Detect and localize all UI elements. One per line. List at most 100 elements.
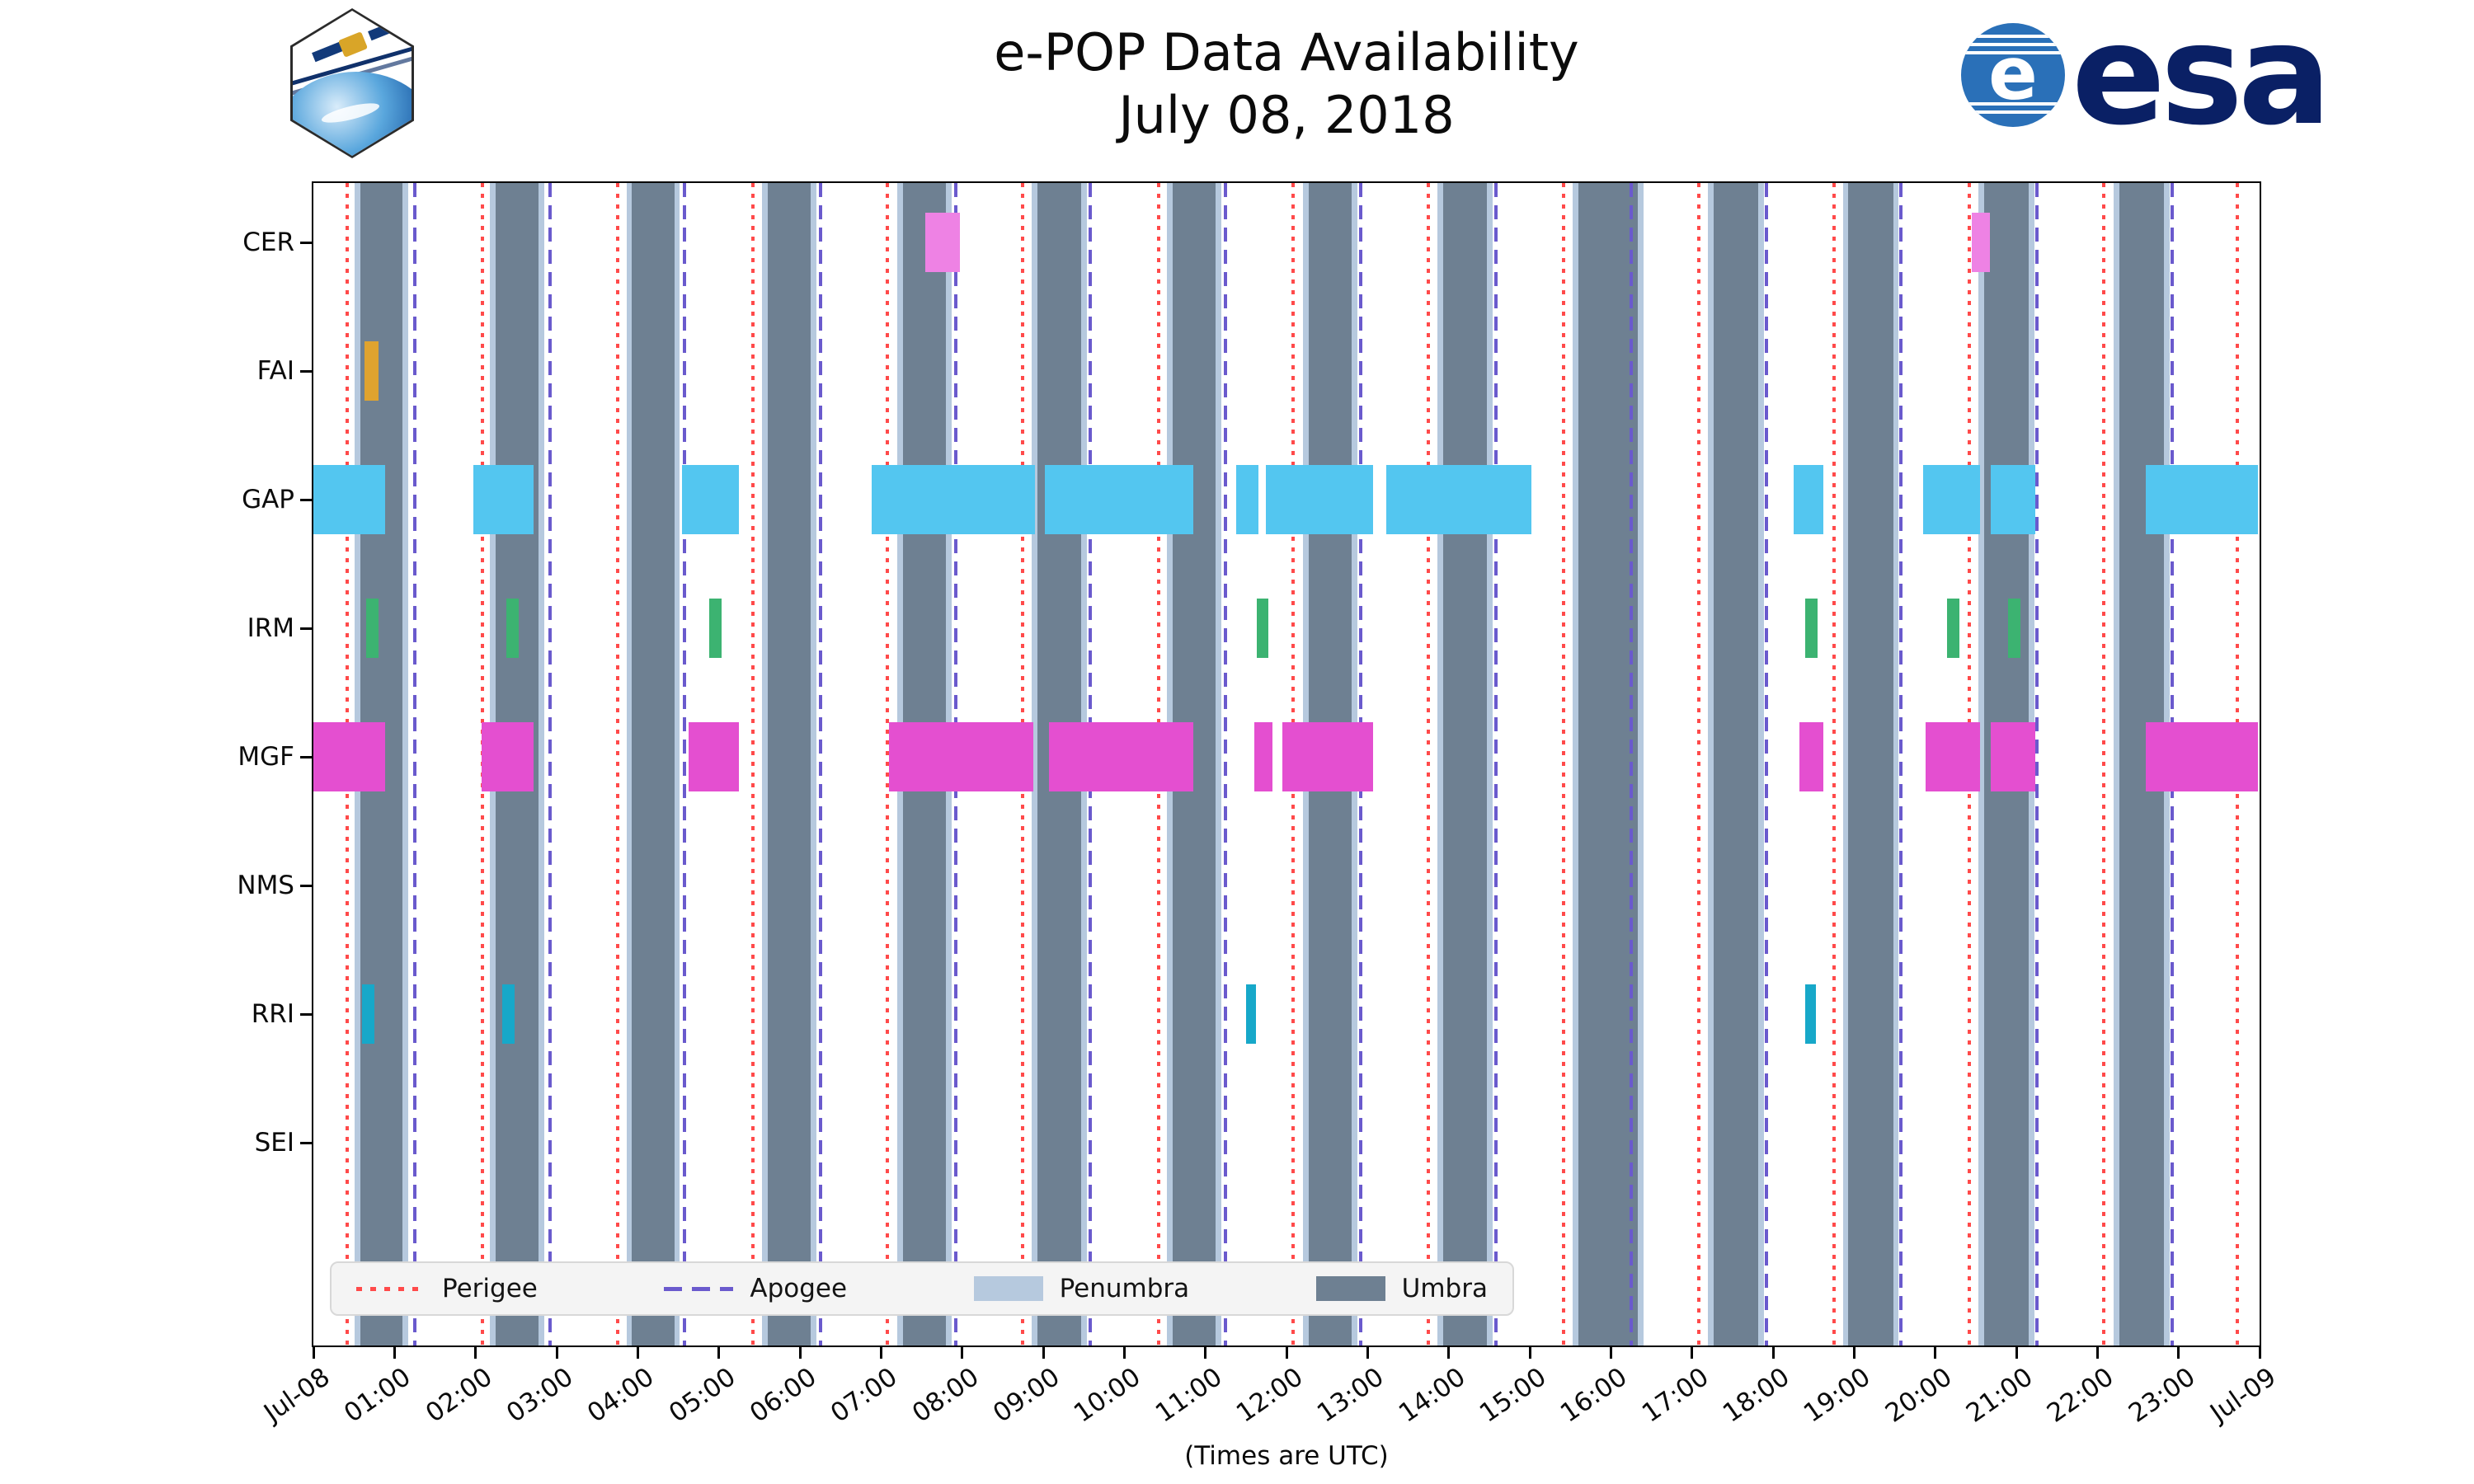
x-tick-mark [1771,1345,1775,1359]
availability-bar-rri [1805,984,1817,1044]
availability-bar-irm [708,599,722,658]
apogee-line [412,183,416,1345]
x-tick-label: 12:00 [1230,1362,1309,1429]
perigee-line [1562,183,1566,1345]
umbra-band [1714,183,1759,1345]
globe-stripe [1961,35,2065,38]
x-tick-label: 09:00 [987,1362,1065,1429]
x-tick-label: 21:00 [1960,1362,2039,1429]
availability-bar-rri [502,984,515,1044]
y-tick-mark [300,241,313,244]
availability-bar-irm [2008,599,2020,658]
availability-bar-cer [925,213,960,272]
legend-label-perigee: Perigee [442,1274,538,1303]
globe-stripe [1961,51,2065,54]
x-tick-mark [555,1345,558,1359]
legend-label-penumbra: Penumbra [1059,1274,1190,1303]
y-axis-label-rri: RRI [251,999,294,1029]
x-tick-mark [1528,1345,1531,1359]
x-tick-mark [1447,1345,1451,1359]
x-tick-mark [1042,1345,1045,1359]
availability-bar-mgf [1990,722,2035,791]
x-tick-mark [1691,1345,1694,1359]
x-tick-mark [2258,1345,2261,1359]
umbra-band [1848,183,1893,1345]
x-tick-mark [1285,1345,1288,1359]
x-tick-mark [2095,1345,2099,1359]
legend-item-penumbra: Penumbra [973,1274,1190,1303]
availability-bar-mgf [1799,722,1823,791]
apogee-line [548,183,553,1345]
legend-label-apogee: Apogee [750,1274,848,1303]
availability-bar-gap [871,465,1036,534]
legend-label-umbra: Umbra [1401,1274,1488,1303]
y-axis-label-nms: NMS [237,871,294,900]
x-tick-label: 08:00 [906,1362,985,1429]
esa-logo: e esa [1961,0,2331,156]
x-tick-label: 06:00 [744,1362,822,1429]
perigee-line-sample [356,1286,426,1291]
apogee-line [683,183,687,1345]
x-tick-label: 23:00 [2123,1362,2201,1429]
availability-bar-gap [1990,465,2035,534]
x-tick-label: Jul-08 [258,1362,336,1428]
y-axis-label-irm: IRM [247,613,294,643]
x-tick-mark [1852,1345,1856,1359]
apogee-line [1224,183,1228,1345]
y-tick-mark [300,369,313,373]
availability-bar-gap [1922,465,1980,534]
penumbra-patch-sample [973,1276,1043,1301]
availability-bar-gap [1385,465,1531,534]
availability-bar-rri [1245,984,1256,1044]
legend-item-perigee: Perigee [356,1274,538,1303]
y-tick-mark [300,755,313,758]
legend-item-apogee: Apogee [664,1274,847,1303]
x-tick-label: 02:00 [420,1362,498,1429]
perigee-line [750,183,755,1345]
x-tick-mark [717,1345,721,1359]
x-tick-label: 07:00 [825,1362,903,1429]
globe-stripe [1961,43,2065,46]
chart-title: e-POP Data Availability July 08, 2018 [313,21,2260,147]
apogee-line [818,183,822,1345]
x-tick-mark [636,1345,639,1359]
umbra-patch-sample [1315,1276,1385,1301]
availability-bar-mgf [481,722,534,791]
x-tick-label: 16:00 [1555,1362,1633,1429]
apogee-line [2034,183,2039,1345]
x-tick-label: 15:00 [1474,1362,1552,1429]
perigee-line [2102,183,2106,1345]
availability-bar-gap [682,465,740,534]
y-axis-label-mgf: MGF [238,742,294,772]
availability-bar-irm [1805,599,1818,658]
availability-bar-rri [362,984,374,1044]
globe-stripe [1961,102,2065,106]
y-tick-mark [300,627,313,630]
apogee-line [1765,183,1769,1345]
x-tick-label: 13:00 [1312,1362,1390,1429]
y-axis-label-cer: CER [242,228,294,257]
x-tick-mark [474,1345,477,1359]
globe-stripe [1961,110,2065,114]
chart-title-line1: e-POP Data Availability [994,22,1579,82]
availability-bar-mgf [313,722,385,791]
x-tick-mark [2015,1345,2018,1359]
esa-wordmark: esa [2072,0,2331,156]
y-axis-label-gap: GAP [242,485,294,514]
apogee-line [1629,183,1633,1345]
apogee-line [1493,183,1498,1345]
x-tick-label: 04:00 [582,1362,660,1429]
x-tick-label: 22:00 [2042,1362,2119,1429]
x-tick-mark [1609,1345,1612,1359]
umbra-band [1442,183,1487,1345]
availability-bar-gap [1236,465,1258,534]
legend: Perigee Apogee Penumbra Umbra [330,1261,1514,1316]
x-tick-mark [2177,1345,2180,1359]
availability-bar-gap [1793,465,1823,534]
x-tick-mark [798,1345,802,1359]
availability-bar-mgf [1253,722,1273,791]
apogee-line-sample [664,1286,734,1291]
availability-bar-mgf [1925,722,1980,791]
availability-bar-mgf [2146,722,2259,791]
x-tick-label: 10:00 [1069,1362,1146,1429]
